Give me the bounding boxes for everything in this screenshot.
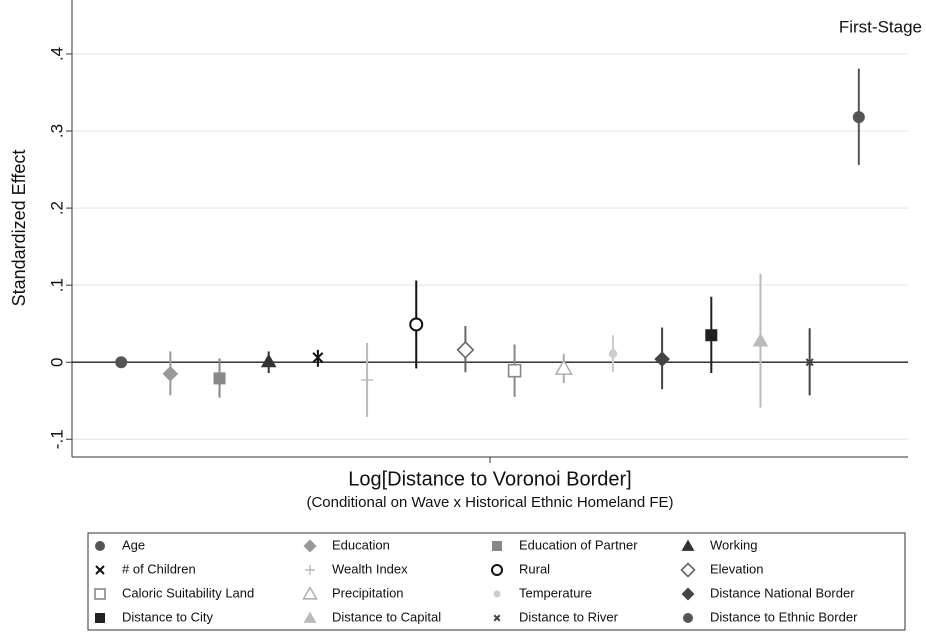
y-tick-label: .4	[47, 47, 66, 61]
legend-label: Distance National Border	[710, 585, 855, 600]
point	[361, 373, 374, 386]
legend-label: Distance to Ethnic Border	[710, 609, 858, 624]
legend-marker	[95, 565, 105, 575]
y-tick-label: -.1	[47, 429, 66, 449]
legend-label: Distance to River	[519, 609, 619, 624]
legend-marker	[681, 587, 695, 601]
legend-marker	[94, 588, 106, 600]
legend-label: Education of Partner	[519, 537, 638, 552]
y-tick-label: .1	[47, 278, 66, 292]
legend-marker	[681, 539, 695, 551]
legend-marker	[493, 614, 501, 622]
y-tick-label: .2	[47, 201, 66, 215]
y-tick-label: .3	[47, 124, 66, 138]
legend-label: Education	[332, 537, 390, 552]
legend-marker	[680, 562, 696, 578]
legend-marker	[305, 565, 315, 575]
point	[705, 329, 718, 342]
y-axis-label: Standardized Effect	[9, 150, 29, 307]
legend-box	[87, 532, 906, 631]
legend-label: Age	[122, 537, 145, 552]
point	[312, 352, 324, 364]
point	[409, 317, 424, 332]
legend-label: Rural	[519, 561, 550, 576]
point	[507, 363, 522, 378]
legend-marker	[303, 539, 317, 553]
legend-marker	[95, 541, 105, 551]
legend-marker	[492, 541, 502, 551]
y-tick-label: 0	[47, 357, 66, 366]
legend-marker	[95, 613, 105, 623]
legend-marker	[493, 590, 501, 598]
legend-marker	[303, 611, 317, 623]
legend-label: Elevation	[710, 561, 763, 576]
point	[115, 356, 128, 369]
legend-label: Precipitation	[332, 585, 404, 600]
point	[554, 359, 573, 375]
point	[608, 349, 618, 358]
legend-label: Distance to City	[122, 609, 214, 624]
point	[213, 372, 226, 385]
legend-marker	[491, 564, 503, 576]
point	[162, 365, 179, 382]
point	[456, 340, 475, 359]
point	[752, 332, 769, 347]
legend-label: # of Children	[122, 561, 196, 576]
legend-label: Working	[710, 537, 757, 552]
legend-label: Caloric Suitability Land	[122, 585, 254, 600]
legend-marker	[683, 613, 693, 623]
point	[260, 353, 277, 368]
legend-marker	[302, 586, 318, 600]
legend-label: Temperature	[519, 585, 592, 600]
point	[805, 358, 814, 367]
legend-label: Wealth Index	[332, 561, 408, 576]
annotation: First-Stage	[839, 17, 922, 36]
point	[852, 111, 865, 124]
x-axis-sublabel: (Conditional on Wave x Historical Ethnic…	[306, 494, 673, 511]
x-axis-label: Log[Distance to Voronoi Border]	[348, 468, 632, 490]
legend-label: Distance to Capital	[332, 609, 441, 624]
point	[654, 351, 670, 367]
